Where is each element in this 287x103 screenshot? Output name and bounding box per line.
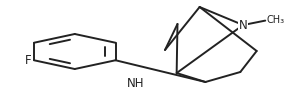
Text: N: N (239, 19, 247, 32)
Text: CH₃: CH₃ (267, 15, 285, 25)
Text: NH: NH (127, 77, 144, 90)
Text: F: F (25, 54, 31, 67)
